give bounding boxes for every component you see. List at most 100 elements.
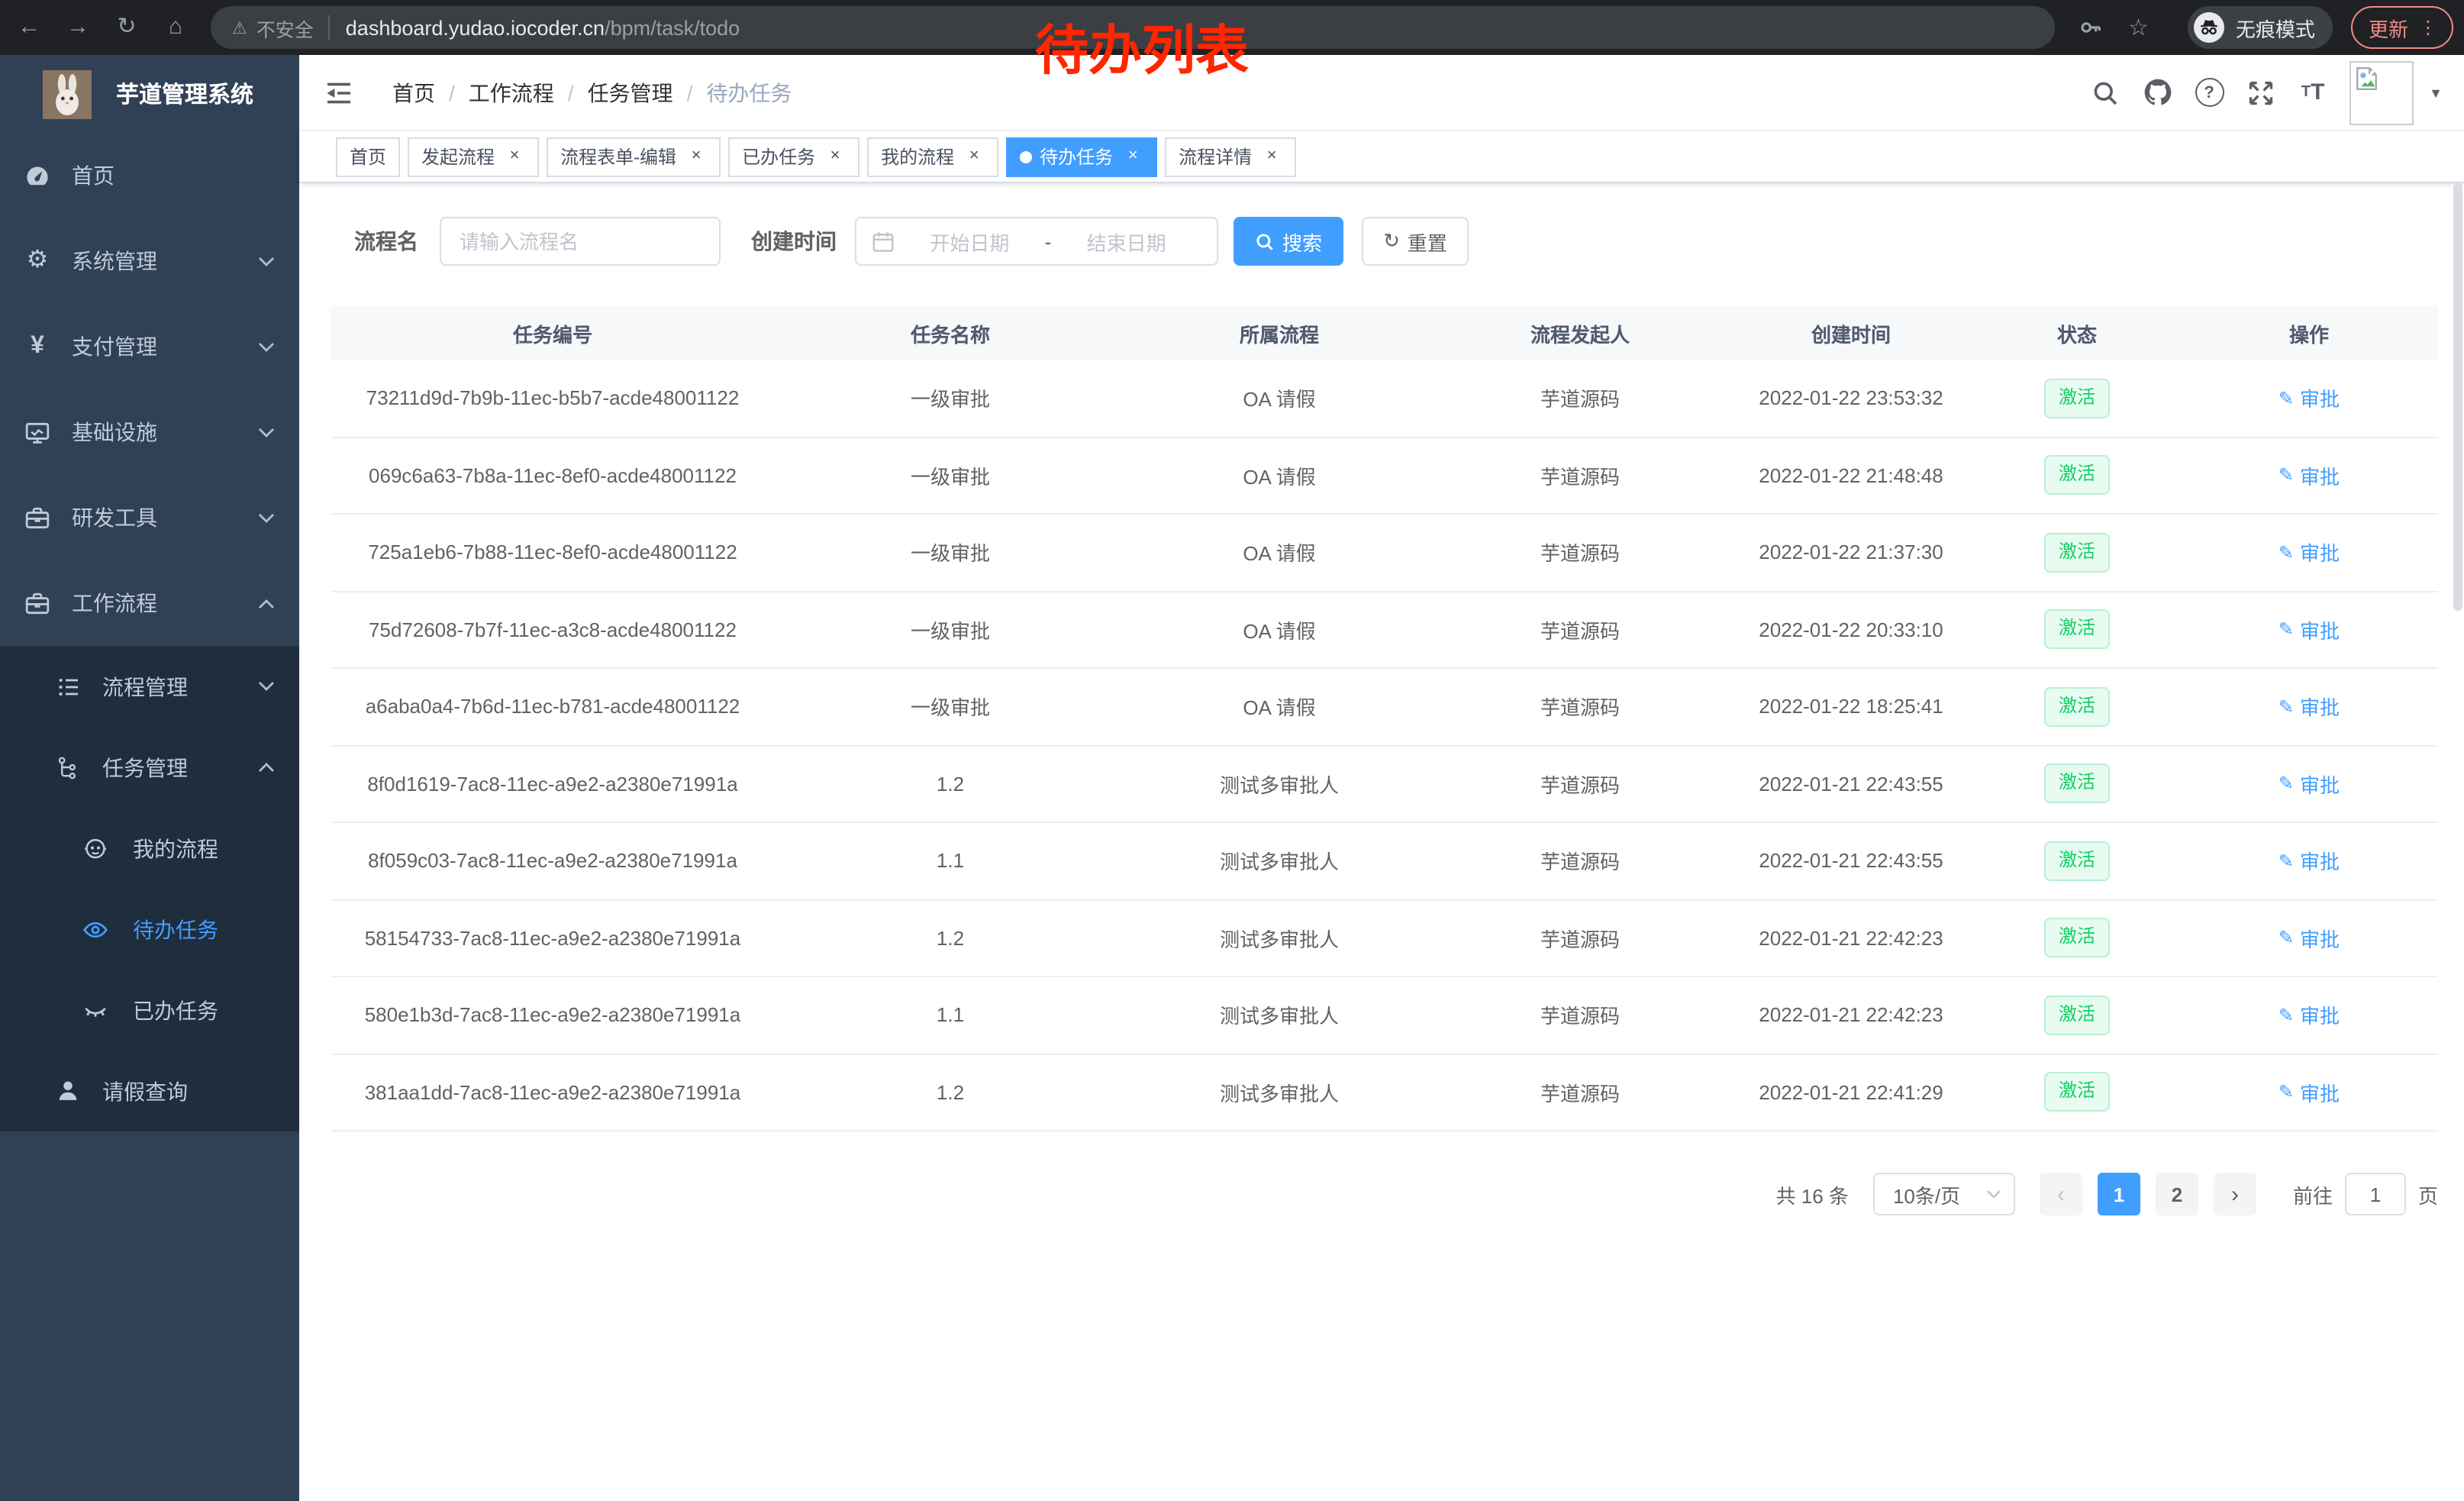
sidebar-item-done-task[interactable]: 已办任务 bbox=[0, 970, 299, 1051]
browser-reload-icon[interactable]: ↻ bbox=[117, 14, 137, 40]
sidebar-item-label: 工作流程 bbox=[72, 591, 157, 615]
tab[interactable]: 流程表单-编辑 × bbox=[547, 137, 721, 176]
breadcrumb-task-mgmt[interactable]: 任务管理 bbox=[587, 80, 673, 105]
github-icon[interactable] bbox=[2142, 78, 2172, 107]
tab-close-icon[interactable]: × bbox=[691, 147, 701, 165]
sidebar-item-workflow[interactable]: 工作流程 bbox=[0, 560, 299, 646]
breadcrumb-home[interactable]: 首页 bbox=[392, 80, 435, 105]
cell-status: 激活 bbox=[1974, 455, 2180, 495]
page-scrollbar[interactable] bbox=[2453, 183, 2462, 611]
edit-pencil-icon: ✎ bbox=[2278, 696, 2295, 718]
approve-link[interactable]: ✎ 审批 bbox=[2279, 770, 2340, 799]
avatar-dropdown-caret-icon[interactable]: ▼ bbox=[2429, 85, 2443, 100]
tab[interactable]: 首页 bbox=[336, 137, 401, 176]
browser-menu-dots-icon[interactable]: ⋮ bbox=[2418, 17, 2437, 38]
tab[interactable]: 我的流程 × bbox=[867, 137, 999, 176]
cell-actions: ✎ 审批 bbox=[2180, 461, 2438, 490]
approve-link[interactable]: ✎ 审批 bbox=[2279, 615, 2340, 644]
password-key-icon[interactable] bbox=[2079, 15, 2104, 40]
breadcrumb-workflow[interactable]: 工作流程 bbox=[468, 80, 554, 105]
table-body: 73211d9d-7b9b-11ec-b5b7-acde48001122 一级审… bbox=[331, 360, 2438, 1131]
create-time-label: 创建时间 bbox=[751, 229, 837, 253]
approve-link-label: 审批 bbox=[2300, 851, 2340, 874]
broken-image-icon bbox=[2356, 66, 2377, 89]
cell-create-time: 2022-01-21 22:41:29 bbox=[1759, 1080, 1943, 1104]
robot-face-icon bbox=[82, 835, 108, 861]
sidebar-item-home[interactable]: 首页 bbox=[0, 133, 299, 218]
search-button[interactable]: 搜索 bbox=[1234, 217, 1343, 266]
approve-link[interactable]: ✎ 审批 bbox=[2279, 1001, 2340, 1030]
cell-task-id: 069c6a63-7b8a-11ec-8ef0-acde48001122 bbox=[369, 463, 737, 487]
app-logo-row[interactable]: 芋道管理系统 bbox=[0, 55, 299, 133]
edit-pencil-icon: ✎ bbox=[2278, 541, 2295, 563]
tab-close-icon[interactable]: × bbox=[1127, 147, 1138, 165]
sidebar-item-task-mgmt[interactable]: 任务管理 bbox=[0, 727, 299, 808]
breadcrumb-separator: / bbox=[686, 80, 693, 105]
sidebar-item-infra[interactable]: 基础设施 bbox=[0, 389, 299, 475]
tab-close-icon[interactable]: × bbox=[830, 147, 840, 165]
breadcrumb-separator: / bbox=[567, 80, 574, 105]
address-bar[interactable]: ⚠ 不安全 dashboard.yudao.iocoder.cn/bpm/tas… bbox=[211, 6, 2055, 49]
tab[interactable]: 待办任务 × bbox=[1006, 137, 1158, 176]
approve-link[interactable]: ✎ 审批 bbox=[2279, 924, 2340, 953]
search-icon[interactable] bbox=[2090, 79, 2121, 106]
tab-close-icon[interactable]: × bbox=[969, 147, 979, 165]
refresh-icon: ↻ bbox=[1383, 229, 1400, 252]
page-button-2[interactable]: 2 bbox=[2155, 1173, 2198, 1215]
fullscreen-icon[interactable] bbox=[2246, 79, 2276, 106]
cell-process: OA 请假 bbox=[1243, 465, 1316, 489]
cell-actions: ✎ 审批 bbox=[2180, 615, 2438, 644]
goto-page-input[interactable] bbox=[2344, 1173, 2406, 1215]
bookmark-star-icon[interactable]: ☆ bbox=[2128, 15, 2149, 41]
briefcase-icon bbox=[24, 590, 50, 616]
approve-link[interactable]: ✎ 审批 bbox=[2279, 461, 2340, 490]
cell-task-name: 1.2 bbox=[936, 1080, 965, 1104]
sidebar-item-todo-task[interactable]: 待办任务 bbox=[0, 889, 299, 970]
cell-create-time: 2022-01-22 18:25:41 bbox=[1759, 695, 1943, 718]
sidebar-item-label: 任务管理 bbox=[102, 755, 188, 780]
end-date-placeholder[interactable]: 结束日期 bbox=[1086, 231, 1166, 254]
tab[interactable]: 已办任务 × bbox=[728, 137, 860, 176]
cell-status: 激活 bbox=[1974, 918, 2180, 958]
help-icon[interactable]: ? bbox=[2194, 78, 2224, 107]
next-page-button[interactable]: › bbox=[2213, 1173, 2256, 1215]
reset-button[interactable]: ↻ 重置 bbox=[1362, 217, 1469, 266]
sidebar-collapse-icon[interactable] bbox=[325, 80, 353, 105]
sidebar-item-devtools[interactable]: 研发工具 bbox=[0, 475, 299, 560]
avatar[interactable] bbox=[2350, 60, 2414, 124]
eye-icon bbox=[82, 916, 108, 942]
chevron-down-icon bbox=[259, 513, 274, 522]
browser-update-button[interactable]: 更新 ⋮ bbox=[2351, 6, 2454, 49]
edit-pencil-icon: ✎ bbox=[2278, 618, 2295, 641]
sidebar-item-my-process[interactable]: 我的流程 bbox=[0, 808, 299, 889]
approve-link[interactable]: ✎ 审批 bbox=[2279, 538, 2340, 567]
security-label[interactable]: 不安全 bbox=[256, 19, 314, 40]
tree-icon bbox=[55, 754, 81, 780]
start-date-placeholder[interactable]: 开始日期 bbox=[930, 231, 1010, 254]
tab[interactable]: 发起流程 × bbox=[408, 137, 540, 176]
process-name-input[interactable] bbox=[440, 217, 721, 266]
sidebar-item-process-mgmt[interactable]: 流程管理 bbox=[0, 646, 299, 727]
approve-link[interactable]: ✎ 审批 bbox=[2279, 847, 2340, 876]
browser-home-icon[interactable]: ⌂ bbox=[168, 14, 183, 40]
tab-close-icon[interactable]: × bbox=[509, 147, 520, 165]
page-button-1[interactable]: 1 bbox=[2097, 1173, 2140, 1215]
url-host: dashboard.yudao.iocoder.cn bbox=[345, 16, 605, 39]
approve-link[interactable]: ✎ 审批 bbox=[2279, 384, 2340, 413]
sidebar-item-system[interactable]: ⚙ 系统管理 bbox=[0, 218, 299, 304]
sidebar-item-leave-query[interactable]: 请假查询 bbox=[0, 1051, 299, 1131]
date-range-picker[interactable]: 开始日期 - 结束日期 bbox=[855, 217, 1218, 266]
page-size-select[interactable]: 10条/页 bbox=[1872, 1173, 2015, 1215]
approve-link[interactable]: ✎ 审批 bbox=[2279, 1078, 2340, 1107]
sidebar-item-payment[interactable]: ¥ 支付管理 bbox=[0, 304, 299, 389]
browser-forward-icon[interactable]: → bbox=[66, 14, 89, 40]
tab-close-icon[interactable]: × bbox=[1266, 147, 1277, 165]
prev-page-button[interactable]: ‹ bbox=[2039, 1173, 2082, 1215]
edit-pencil-icon: ✎ bbox=[2278, 773, 2295, 795]
table-row: 725a1eb6-7b88-11ec-8ef0-acde48001122 一级审… bbox=[331, 515, 2438, 592]
approve-link[interactable]: ✎ 审批 bbox=[2279, 692, 2340, 721]
tab[interactable]: 流程详情 × bbox=[1165, 137, 1297, 176]
list-icon bbox=[55, 673, 81, 699]
browser-back-icon[interactable]: ← bbox=[18, 14, 40, 40]
